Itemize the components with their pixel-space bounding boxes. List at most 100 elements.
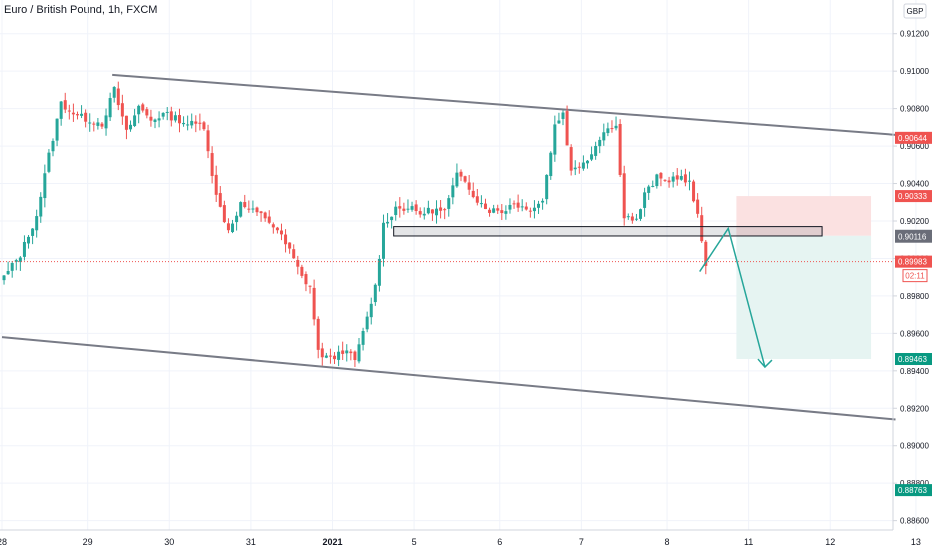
- time-tick-label: 31: [246, 537, 256, 547]
- price-tick-label: 0.91200: [900, 30, 929, 39]
- candle-up: [47, 152, 51, 172]
- time-tick-label: 12: [825, 537, 835, 547]
- candle-up: [182, 122, 186, 125]
- candle-up: [504, 211, 508, 214]
- candle-down: [704, 241, 708, 266]
- candle-down: [300, 266, 304, 276]
- candle-down: [528, 210, 532, 212]
- candle-down: [398, 206, 402, 209]
- candle-up: [173, 115, 177, 121]
- candle-up: [553, 124, 557, 155]
- candle-down: [488, 209, 492, 213]
- candle-down: [659, 172, 663, 179]
- candle-up: [129, 124, 133, 130]
- candle-down: [308, 285, 312, 287]
- candle-down: [524, 206, 528, 210]
- projection-arrow: [757, 358, 773, 369]
- candle-up: [537, 203, 541, 208]
- candle-up: [394, 206, 398, 216]
- candle-up: [573, 167, 577, 170]
- projection-path: [699, 226, 766, 368]
- candle-down: [467, 182, 471, 190]
- candle-down: [116, 88, 120, 106]
- currency-badge-label: GBP: [907, 7, 924, 16]
- candle-down: [667, 180, 671, 183]
- candle-down: [255, 207, 259, 213]
- candle-up: [190, 120, 194, 126]
- currency-badge: [903, 3, 927, 19]
- candle-up: [161, 112, 165, 117]
- candle-down: [312, 287, 316, 320]
- candle-up: [639, 209, 643, 219]
- candle-up: [581, 162, 585, 169]
- candle-up: [598, 139, 602, 147]
- candle-down: [700, 215, 704, 242]
- candle-up: [590, 154, 594, 160]
- candle-up: [22, 241, 26, 257]
- candle-down: [459, 171, 463, 177]
- candle-down: [292, 249, 296, 259]
- candle-up: [55, 118, 59, 141]
- candle-down: [483, 203, 487, 210]
- candle-up: [357, 344, 361, 362]
- candle-up: [31, 228, 35, 236]
- price-tick-label: 0.90800: [900, 105, 929, 114]
- candle-down: [496, 208, 500, 211]
- candle-up: [541, 200, 545, 203]
- price-tick-label: 0.89000: [900, 442, 929, 451]
- trend-line-upper: [112, 73, 896, 136]
- time-tick-label: 2021: [322, 537, 342, 547]
- candle-down: [271, 224, 275, 228]
- candle-down: [194, 121, 198, 124]
- price-tick-label: 0.90200: [900, 217, 929, 226]
- candle-up: [585, 160, 589, 164]
- candle-up: [655, 174, 659, 187]
- candle-down: [430, 209, 434, 214]
- candle-down: [259, 211, 263, 214]
- candle-up: [679, 176, 683, 180]
- candle-down: [177, 115, 181, 124]
- candle-down: [296, 260, 300, 267]
- candle-up: [381, 222, 385, 259]
- candle-up: [447, 198, 451, 209]
- candle-down: [696, 199, 700, 214]
- candle-down: [263, 212, 267, 219]
- price-label-text: 0.89463: [898, 355, 927, 364]
- candle-up: [455, 172, 459, 187]
- candle-up: [112, 86, 116, 98]
- candle-down: [692, 181, 696, 202]
- candle-down: [414, 204, 418, 212]
- price-tick-label: 0.89400: [900, 367, 929, 376]
- candle-up: [157, 118, 161, 121]
- price-label-text: 0.90644: [898, 134, 927, 143]
- candle-up: [43, 173, 47, 199]
- candle-up: [687, 180, 691, 182]
- candle-up: [14, 260, 18, 262]
- candle-up: [365, 316, 369, 330]
- candle-up: [422, 213, 426, 216]
- candle-down: [222, 205, 226, 223]
- candle-down: [267, 216, 271, 223]
- candle-up: [671, 176, 675, 182]
- candle-up: [35, 216, 39, 231]
- candle-up: [410, 206, 414, 210]
- price-label-text: 0.90333: [898, 192, 927, 201]
- candle-up: [361, 331, 365, 345]
- candle-up: [153, 119, 157, 122]
- candle-up: [251, 208, 255, 210]
- candle-down: [145, 109, 149, 116]
- candle-down: [63, 100, 67, 110]
- candle-down: [349, 351, 353, 354]
- candle-down: [316, 318, 320, 350]
- candle-up: [10, 263, 14, 271]
- candle-up: [345, 350, 349, 354]
- candle-down: [218, 193, 222, 207]
- candle-down: [402, 208, 406, 211]
- price-tick-label: 0.88600: [900, 517, 929, 526]
- candle-up: [369, 303, 373, 318]
- candle-up: [235, 215, 239, 223]
- time-tick-label: 11: [744, 537, 753, 547]
- candle-down: [120, 103, 124, 117]
- candle-up: [165, 111, 169, 113]
